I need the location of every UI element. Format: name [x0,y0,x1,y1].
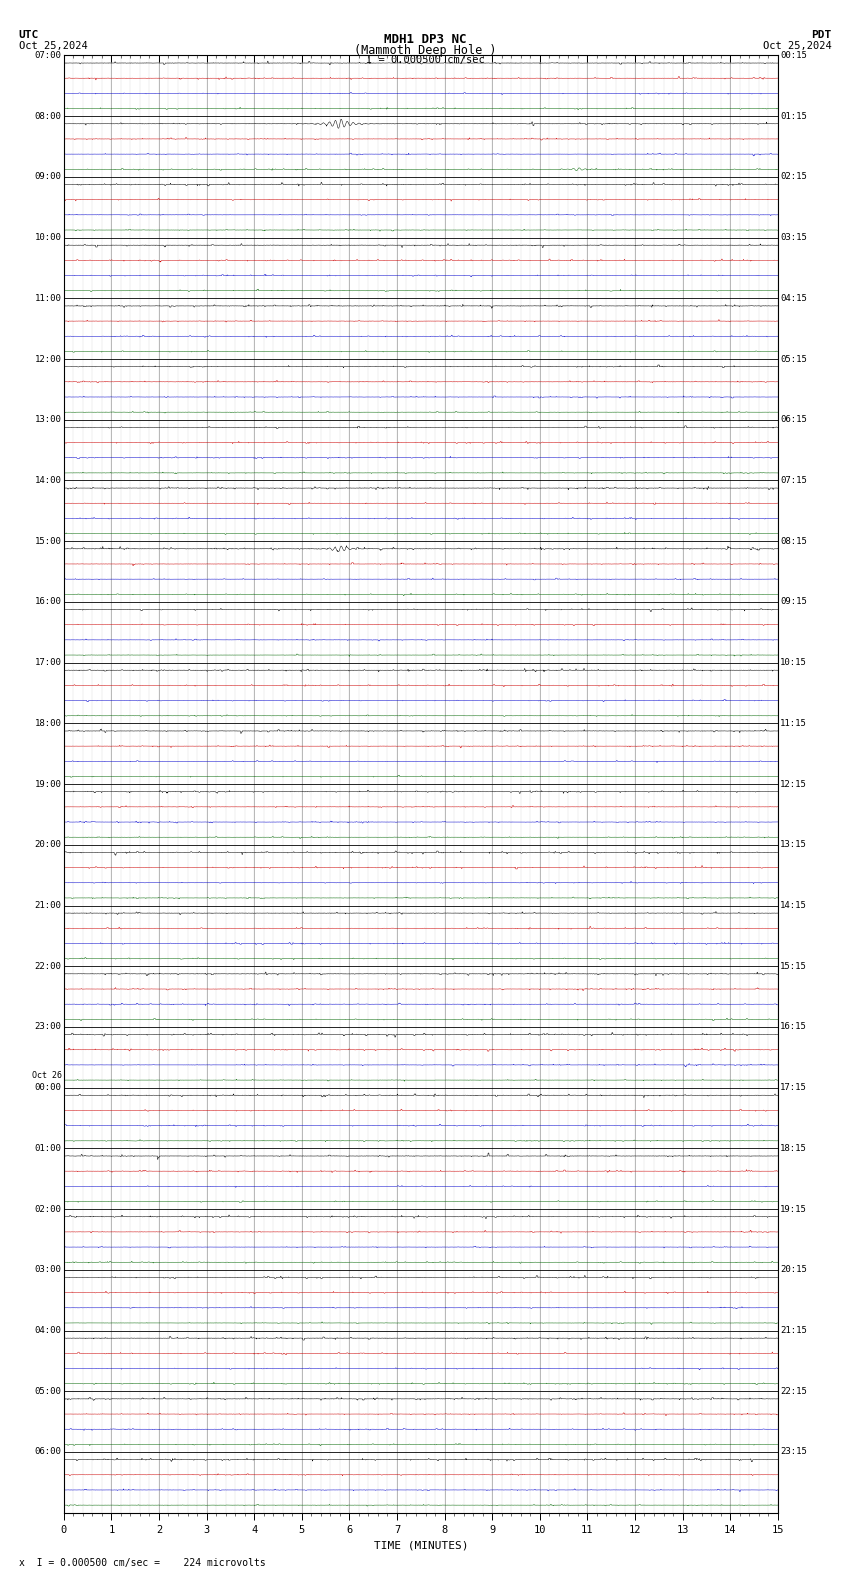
Text: 17:00: 17:00 [35,657,61,667]
Text: MDH1 DP3 NC: MDH1 DP3 NC [383,33,467,46]
Text: 00:15: 00:15 [780,51,807,60]
Text: 09:00: 09:00 [35,173,61,182]
Text: Oct 25,2024: Oct 25,2024 [19,41,88,51]
Text: Oct 26: Oct 26 [31,1071,61,1080]
Text: 07:00: 07:00 [35,51,61,60]
Text: 11:15: 11:15 [780,719,807,729]
Text: 16:15: 16:15 [780,1022,807,1031]
Text: 20:00: 20:00 [35,840,61,849]
Text: 22:00: 22:00 [35,961,61,971]
Text: 22:15: 22:15 [780,1386,807,1396]
Text: 00:00: 00:00 [35,1083,61,1093]
Text: 10:15: 10:15 [780,657,807,667]
Text: 18:00: 18:00 [35,719,61,729]
Text: 19:00: 19:00 [35,779,61,789]
Text: 21:00: 21:00 [35,901,61,911]
Text: 13:00: 13:00 [35,415,61,425]
Text: 04:00: 04:00 [35,1326,61,1335]
Text: PDT: PDT [811,30,831,40]
X-axis label: TIME (MINUTES): TIME (MINUTES) [373,1540,468,1551]
Text: 12:00: 12:00 [35,355,61,364]
Text: 15:15: 15:15 [780,961,807,971]
Text: 23:00: 23:00 [35,1022,61,1031]
Text: UTC: UTC [19,30,39,40]
Text: 09:15: 09:15 [780,597,807,607]
Text: 05:00: 05:00 [35,1386,61,1396]
Text: 18:15: 18:15 [780,1144,807,1153]
Text: 08:15: 08:15 [780,537,807,546]
Text: 21:15: 21:15 [780,1326,807,1335]
Text: 14:15: 14:15 [780,901,807,911]
Text: 14:00: 14:00 [35,475,61,485]
Text: 01:15: 01:15 [780,111,807,120]
Text: (Mammoth Deep Hole ): (Mammoth Deep Hole ) [354,44,496,57]
Text: 02:00: 02:00 [35,1204,61,1213]
Text: 02:15: 02:15 [780,173,807,182]
Text: x  I = 0.000500 cm/sec =    224 microvolts: x I = 0.000500 cm/sec = 224 microvolts [19,1559,265,1568]
Text: 03:15: 03:15 [780,233,807,242]
Text: 23:15: 23:15 [780,1448,807,1457]
Text: 07:15: 07:15 [780,475,807,485]
Text: 13:15: 13:15 [780,840,807,849]
Text: 16:00: 16:00 [35,597,61,607]
Text: 03:00: 03:00 [35,1266,61,1275]
Text: 01:00: 01:00 [35,1144,61,1153]
Text: 17:15: 17:15 [780,1083,807,1093]
Text: I = 0.000500 cm/sec: I = 0.000500 cm/sec [366,55,484,65]
Text: 20:15: 20:15 [780,1266,807,1275]
Text: Oct 25,2024: Oct 25,2024 [762,41,831,51]
Text: 04:15: 04:15 [780,293,807,303]
Text: 12:15: 12:15 [780,779,807,789]
Text: 11:00: 11:00 [35,293,61,303]
Text: 06:15: 06:15 [780,415,807,425]
Text: 08:00: 08:00 [35,111,61,120]
Text: 05:15: 05:15 [780,355,807,364]
Text: 15:00: 15:00 [35,537,61,546]
Text: 19:15: 19:15 [780,1204,807,1213]
Text: 10:00: 10:00 [35,233,61,242]
Text: 06:00: 06:00 [35,1448,61,1457]
